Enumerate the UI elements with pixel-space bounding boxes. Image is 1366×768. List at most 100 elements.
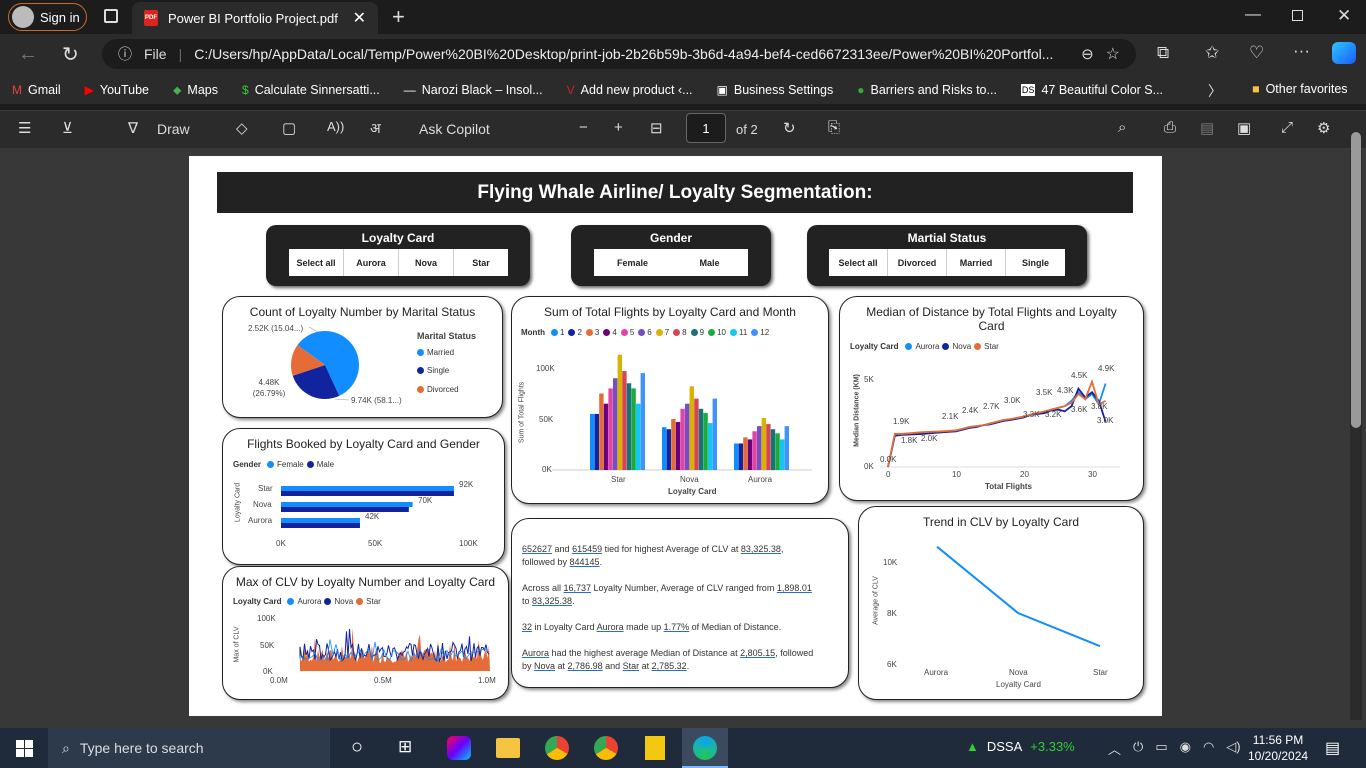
task-view-icon[interactable]: ⊞	[398, 737, 413, 756]
new-tab-icon[interactable]: +	[392, 4, 405, 29]
chevron-up-icon[interactable]: ︿	[1108, 742, 1122, 757]
save-icon[interactable]: ▤	[1200, 120, 1215, 137]
draw-icon[interactable]: ∇	[128, 120, 139, 137]
insight-value[interactable]: 615459	[572, 544, 603, 554]
slicer-option[interactable]: Select all	[829, 249, 888, 276]
power-icon[interactable]: ⏻	[1133, 739, 1144, 754]
fav-calculate[interactable]: $ Calculate Sinnersatti...	[242, 83, 380, 97]
slicer-option[interactable]: Nova	[399, 249, 454, 276]
close-tab-icon[interactable]: ✕	[352, 10, 366, 27]
insight-value[interactable]: 83,325.38	[740, 544, 781, 554]
camera-icon[interactable]: ◉	[1179, 739, 1191, 754]
other-favorites[interactable]: ■ Other favorites	[1252, 82, 1348, 96]
search-icon[interactable]: ⌕	[1118, 119, 1127, 136]
volume-icon[interactable]: ◁)	[1226, 739, 1241, 754]
zoom-in-icon[interactable]: +	[614, 119, 623, 136]
favorites-icon[interactable]: ✩	[1205, 43, 1220, 62]
refresh-icon[interactable]: ↻	[62, 44, 79, 66]
translate-icon[interactable]: अ	[370, 120, 381, 136]
battery-icon[interactable]: ▭	[1155, 739, 1168, 754]
insight-value[interactable]: 2,805.15	[740, 648, 776, 658]
insight-value[interactable]: 2,785.32	[651, 661, 687, 671]
page-number-input[interactable]: 1	[686, 113, 726, 143]
contents-icon[interactable]: ☰	[18, 120, 32, 137]
erase-icon[interactable]: ◇	[236, 120, 248, 137]
data-label: 3.2K	[1045, 410, 1062, 419]
text-box-icon[interactable]: ▢	[282, 120, 297, 137]
slicer-option[interactable]: Single	[1021, 257, 1049, 268]
insight-value[interactable]: Aurora	[596, 622, 624, 632]
power-bi-icon[interactable]	[645, 736, 665, 760]
insight-value[interactable]: 2,786.98	[567, 661, 603, 671]
slicer-option[interactable]: Divorced	[888, 249, 947, 276]
print-icon[interactable]: ⎙	[1164, 119, 1177, 136]
windows-start-icon[interactable]	[16, 740, 33, 757]
slicer-option[interactable]: Male	[699, 257, 720, 268]
highlight-icon[interactable]: ⊻	[62, 120, 73, 137]
chrome-profile-icon[interactable]	[594, 736, 618, 760]
insight-value[interactable]: Star	[622, 661, 640, 671]
url-bar[interactable]: ⓘ File | C:/Users/hp/AppData/Local/Temp/Pow…	[102, 39, 1136, 69]
notifications-icon[interactable]: ▤	[1325, 740, 1341, 757]
fav-narozi[interactable]: — Narozi Black – Insol...	[403, 83, 543, 97]
fav-colors[interactable]: DS 47 Beautiful Color S...	[1020, 83, 1164, 97]
tab-actions-icon[interactable]	[104, 9, 118, 23]
page-view-icon[interactable]: ⎘	[828, 119, 841, 136]
extensions-icon[interactable]: ⧉	[1157, 43, 1170, 62]
restore-icon[interactable]	[1292, 10, 1303, 21]
fav-add-product[interactable]: V Add new product ‹...	[566, 83, 693, 97]
fav-gmail[interactable]: M Gmail	[12, 83, 61, 97]
chevron-right-icon[interactable]: 〉	[1208, 83, 1222, 99]
legend-label: 9	[699, 328, 705, 337]
insight-value[interactable]: 652627	[522, 544, 553, 554]
minimize-icon[interactable]: —	[1245, 6, 1261, 23]
copilot-icon[interactable]	[1332, 42, 1356, 64]
taskbar-search[interactable]: ⌕ Type here to search	[48, 728, 330, 768]
insight-value[interactable]: Nova	[534, 661, 556, 671]
fav-barriers[interactable]: ● Barriers and Risks to...	[857, 83, 997, 97]
read-aloud-icon[interactable]: A))	[327, 119, 345, 134]
back-icon[interactable]: ←	[18, 43, 38, 65]
slicer-option[interactable]: Aurora	[344, 249, 399, 276]
copilot-app-icon[interactable]	[447, 736, 471, 760]
fav-business-settings[interactable]: ▣ Business Settings	[716, 83, 834, 97]
active-tab[interactable]: PDF Power BI Portfolio Project.pdf ✕	[132, 2, 378, 34]
insight-value[interactable]: 1,898.01	[776, 583, 812, 593]
insight-value[interactable]: 83,325.38	[532, 596, 573, 606]
slicer-option[interactable]: Select all	[289, 249, 344, 276]
slicer-option[interactable]: Married	[947, 249, 1006, 276]
fit-width-icon[interactable]: ⊟	[650, 120, 663, 137]
draw-label[interactable]: Draw	[157, 121, 190, 137]
zoom-icon[interactable]: ⊖	[1081, 46, 1094, 63]
favorite-star-icon[interactable]: ☆	[1105, 46, 1120, 63]
slicer-option[interactable]: Star	[472, 257, 490, 268]
cortana-icon[interactable]: ○	[351, 736, 364, 758]
ask-copilot-button[interactable]: Ask Copilot	[419, 121, 490, 137]
file-explorer-icon[interactable]	[496, 738, 520, 758]
insight-value[interactable]: 16,737	[563, 583, 592, 593]
fav-maps[interactable]: ⬥ Maps	[173, 82, 218, 98]
chrome-icon[interactable]	[545, 736, 569, 760]
sign-in-button[interactable]: Sign in	[8, 3, 87, 31]
fullscreen-icon[interactable]: ⤢	[1281, 119, 1294, 136]
stock-widget[interactable]: ▲ DSSA +3.33%	[966, 739, 1075, 754]
settings-icon[interactable]: ⚙	[1317, 120, 1331, 137]
insight-value[interactable]: 32	[522, 622, 533, 632]
more-options-icon[interactable]: ···	[1293, 41, 1310, 60]
system-tray[interactable]: ︿ ⏻ ▭ ◉ ◠ ◁)	[1108, 739, 1241, 758]
insight-value[interactable]: Aurora	[522, 648, 550, 658]
wifi-icon[interactable]: ◠	[1202, 739, 1215, 754]
browser-essentials-icon[interactable]: ♡	[1249, 43, 1265, 62]
fav-youtube[interactable]: ▶ YouTube	[84, 83, 150, 97]
zoom-out-icon[interactable]: −	[579, 119, 588, 136]
close-window-icon[interactable]: ✕	[1337, 6, 1352, 25]
clock[interactable]: 11:56 PM 10/20/2024	[1248, 733, 1309, 763]
insight-value[interactable]: 1.77%	[663, 622, 690, 632]
save-as-icon[interactable]: ▣	[1237, 120, 1252, 137]
insight-value[interactable]: 844145	[569, 557, 600, 567]
scrollbar-thumb[interactable]	[1351, 132, 1361, 428]
edge-taskbar-button[interactable]	[682, 728, 728, 768]
slicer-option[interactable]: Female	[616, 257, 649, 268]
data-label: 42K	[365, 512, 380, 521]
rotate-icon[interactable]: ↻	[783, 120, 796, 137]
